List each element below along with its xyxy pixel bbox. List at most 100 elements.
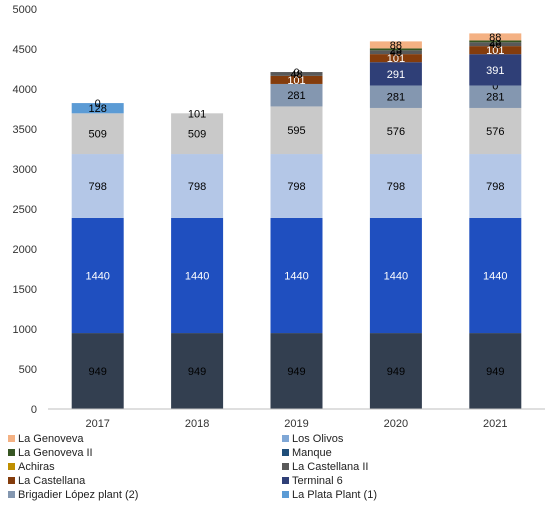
data-label: 949: [387, 366, 405, 378]
legend-swatch: [8, 477, 15, 484]
bar-segment: [469, 217, 522, 334]
legend-item: Manque: [292, 447, 332, 459]
data-label: 0: [95, 98, 101, 110]
data-label: 101: [486, 45, 504, 57]
legend-swatch: [282, 491, 289, 498]
bar-segment: [71, 113, 124, 155]
y-tick-label: 2000: [13, 244, 37, 256]
bar-segment: [171, 217, 224, 334]
bar-segment: [369, 154, 422, 218]
data-label: 1440: [284, 270, 308, 282]
data-label: 798: [486, 181, 504, 193]
x-tick-label: 2021: [483, 418, 507, 430]
y-tick-label: 2500: [13, 204, 37, 216]
data-label: 509: [188, 129, 206, 141]
y-tick-label: 500: [19, 364, 37, 376]
y-tick-label: 0: [31, 404, 37, 416]
legend-item: La Genoveva II: [18, 447, 93, 459]
data-label: 509: [89, 129, 107, 141]
bar-segment: [369, 54, 422, 63]
data-label: 281: [486, 92, 504, 104]
data-label: 798: [89, 181, 107, 193]
legend-item: Achiras: [18, 461, 55, 473]
data-label: 949: [287, 366, 305, 378]
data-label: 101: [188, 108, 206, 120]
x-tick-label: 2019: [284, 418, 308, 430]
legend-item: Brigadier López plant (2): [18, 489, 138, 501]
data-label: 1440: [384, 270, 408, 282]
data-label: 128: [89, 103, 107, 115]
legend-swatch: [282, 463, 289, 470]
legend-swatch: [282, 449, 289, 456]
legend-swatch: [8, 435, 15, 442]
data-label: 391: [486, 65, 504, 77]
bar-segment: [469, 42, 522, 47]
legend-item: La Genoveva: [18, 433, 84, 445]
bar-segment: [469, 154, 522, 218]
bar-segment: [71, 154, 124, 218]
legend-item: La Castellana: [18, 475, 86, 487]
data-label: 88: [390, 40, 402, 52]
data-label: 0: [492, 80, 498, 92]
bar-segment: [270, 83, 323, 107]
legend-swatch: [282, 477, 289, 484]
data-label: 101: [287, 75, 305, 87]
data-label: 949: [89, 366, 107, 378]
data-label: 48: [290, 69, 302, 81]
bar-segment: [270, 75, 323, 84]
legend-item: Los Olivos: [292, 433, 344, 445]
data-label: 291: [387, 69, 405, 81]
data-label: 1440: [185, 270, 209, 282]
x-tick-label: 2020: [384, 418, 408, 430]
x-tick-label: 2018: [185, 418, 209, 430]
bar-segment: [270, 72, 323, 76]
data-label: 595: [287, 125, 305, 137]
bar-segment: [469, 33, 522, 41]
bar-segment: [171, 154, 224, 218]
legend-item: La Castellana II: [292, 461, 368, 473]
data-label: 281: [287, 90, 305, 102]
y-tick-label: 5000: [13, 4, 37, 16]
y-tick-label: 4500: [13, 44, 37, 56]
legend: La Genoveva La Genoveva II Achiras La Caste…: [8, 433, 377, 501]
data-label: 798: [188, 181, 206, 193]
bars: 9491440798509128094914407985091019491440…: [71, 32, 522, 409]
y-tick-label: 4000: [13, 84, 37, 96]
bar-segment: [270, 106, 323, 155]
legend-swatch: [282, 435, 289, 442]
legend-swatch: [8, 491, 15, 498]
bar-segment: [469, 85, 522, 108]
bar-segment: [71, 333, 124, 409]
bar-segment: [369, 50, 422, 55]
data-label: 1440: [483, 270, 507, 282]
legend-swatch: [8, 449, 15, 456]
bar-segment: [171, 113, 224, 155]
x-tick-label: 2017: [85, 418, 109, 430]
data-label: 88: [489, 32, 501, 44]
bar-segment: [171, 333, 224, 409]
bar-segment: [469, 54, 522, 86]
data-label: 949: [188, 366, 206, 378]
bar-segment: [369, 41, 422, 49]
legend-item: Terminal 6: [292, 475, 343, 487]
bar-segment: [71, 217, 124, 334]
bar-segment: [469, 333, 522, 409]
data-label: 949: [486, 366, 504, 378]
data-label: 281: [387, 92, 405, 104]
bar-segment: [369, 85, 422, 108]
bar-segment: [369, 217, 422, 334]
bar-segment: [71, 103, 124, 114]
data-label: 576: [486, 126, 504, 138]
y-tick-label: 1000: [13, 324, 37, 336]
bar-segment: [369, 62, 422, 86]
legend-item: La Plata Plant (1): [292, 489, 377, 501]
bar-segment: [369, 107, 422, 155]
bar-segment: [369, 48, 422, 51]
y-tick-label: 1500: [13, 284, 37, 296]
data-label: 576: [387, 126, 405, 138]
y-tick-label: 3500: [13, 124, 37, 136]
data-label: 798: [287, 181, 305, 193]
bar-segment: [270, 154, 323, 218]
y-axis: 0 500 1000 1500 2000 2500 3000 3500 4000 4500 5000: [13, 4, 37, 416]
